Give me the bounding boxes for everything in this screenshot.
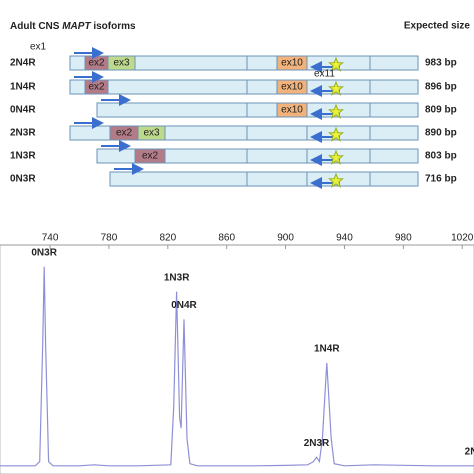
- x-tick-label: 980: [395, 233, 412, 244]
- transcript-bar: [109, 171, 419, 187]
- primer-label: ex1: [30, 42, 47, 53]
- peak-label: 1N3R: [164, 272, 190, 283]
- exon: [276, 102, 308, 118]
- size-label: 983 bp: [425, 58, 457, 69]
- exon-label: ex2: [142, 151, 159, 162]
- primer-label: ex11: [314, 69, 335, 80]
- isoform-label: 0N3R: [10, 174, 36, 185]
- size-header: Expected size: [404, 21, 471, 32]
- peak-label: 2N: [465, 446, 474, 457]
- plot-frame: [0, 244, 474, 474]
- peak-label: 2N3R: [304, 438, 330, 449]
- size-label: 716 bp: [425, 174, 457, 185]
- isoform-label: 0N4R: [10, 105, 36, 116]
- isoform-label: 2N3R: [10, 128, 36, 139]
- exon: [134, 148, 166, 164]
- x-tick-label: 820: [159, 233, 176, 244]
- x-tick-label: 740: [42, 233, 59, 244]
- size-label: 809 bp: [425, 105, 457, 116]
- peak-label: 0N3R: [31, 247, 57, 258]
- x-tick-label: 780: [101, 233, 118, 244]
- title-part: isoforms: [91, 21, 136, 32]
- probe-star: [327, 172, 345, 188]
- exon: [276, 55, 308, 71]
- exon: [107, 55, 136, 71]
- size-label: 803 bp: [425, 151, 457, 162]
- exon-label: ex10: [281, 58, 303, 69]
- peak-label: 1N4R: [314, 344, 340, 355]
- x-tick-label: 940: [336, 233, 353, 244]
- exon-label: ex10: [281, 82, 303, 93]
- size-label: 896 bp: [425, 82, 457, 93]
- exon-label: ex3: [143, 128, 160, 139]
- title-part: MAPT: [62, 21, 91, 32]
- trace-line: [0, 266, 474, 467]
- exon-label: ex3: [113, 58, 130, 69]
- exon-label: ex2: [116, 128, 133, 139]
- probe-star: [327, 103, 345, 119]
- peak-label: 0N4R: [171, 300, 197, 311]
- isoform-label: 1N3R: [10, 151, 36, 162]
- exon: [276, 79, 308, 95]
- x-tick-label: 900: [277, 233, 294, 244]
- transcript-bar: [69, 79, 419, 95]
- probe-star: [327, 80, 345, 96]
- exon-label: ex2: [88, 58, 105, 69]
- x-tick-label: 1020: [451, 233, 474, 244]
- exon: [137, 125, 166, 141]
- probe-star: [327, 149, 345, 165]
- probe-star: [327, 126, 345, 142]
- isoform-label: 1N4R: [10, 82, 36, 93]
- x-tick-label: 860: [218, 233, 235, 244]
- size-label: 890 bp: [425, 128, 457, 139]
- title-part: Adult CNS: [10, 21, 62, 32]
- exon-label: ex10: [281, 105, 303, 116]
- diagram-title: Adult CNS MAPT isoforms: [10, 21, 136, 32]
- isoform-label: 2N4R: [10, 58, 36, 69]
- probe-star: [327, 56, 345, 72]
- exon-label: ex2: [88, 82, 105, 93]
